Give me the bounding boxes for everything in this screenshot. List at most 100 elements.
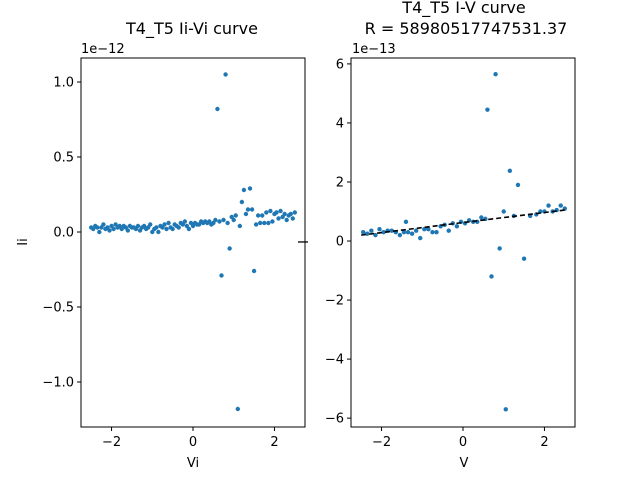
chart-i-v-data-point: [430, 229, 435, 235]
chart-ii-vi-y-tick-label: −0.5: [42, 301, 74, 316]
chart-ii-vi-data-point: [231, 217, 236, 223]
chart-i-v-data-point: [381, 229, 386, 235]
chart-i-v-data-point: [401, 229, 407, 235]
chart-i-v-data-point: [373, 232, 378, 238]
chart-i-v-data-point: [479, 215, 484, 220]
chart-ii-vi-data-point: [253, 222, 259, 227]
chart-ii-vi-data-point: [223, 72, 228, 77]
chart-ii-vi-data-point: [170, 226, 175, 232]
chart-i-v-data-point: [361, 229, 366, 235]
chart-i-v-x-axis-label: V: [460, 456, 469, 471]
chart-ii-vi-data-point: [290, 216, 295, 221]
chart-i-v-data-point: [546, 203, 551, 208]
chart-ii-vi-data-point: [239, 199, 245, 205]
chart-i-v: T4_T5 I-V curve R = 58980517747531.37 1e…: [297, 0, 576, 471]
chart-ii-vi-data-point: [258, 220, 263, 226]
chart-ii-vi-data-point: [213, 217, 218, 223]
chart-ii-vi-y-offset-label: 1e−12: [81, 42, 125, 57]
chart-i-v-data-point: [422, 227, 427, 232]
chart-ii-vi-y-tick-label: 0.5: [53, 151, 74, 166]
chart-i-v-title: T4_T5 I-V curve: [401, 0, 525, 18]
chart-i-v-data-point: [521, 256, 527, 261]
chart-ii-vi-data-point: [166, 220, 171, 226]
chart-ii-vi-x-tick-label: −2: [102, 435, 121, 450]
chart-ii-vi-data-point: [148, 222, 153, 227]
chart-ii-vi-data-point: [247, 186, 253, 191]
chart-i-v-fit-line: [361, 209, 565, 236]
chart-i-v-data-point: [485, 107, 490, 112]
chart-ii-vi-data-point: [249, 207, 255, 212]
chart-ii-vi: T4_T5 Ii-Vi curve 1e−12 −2 0 2 −1.0 −0.5 0.0 0…: [16, 19, 306, 471]
chart-i-v-data-point: [503, 407, 508, 412]
chart-ii-vi-y-tick-label: −1.0: [42, 376, 74, 391]
chart-ii-vi-data-point: [282, 211, 287, 217]
chart-i-v-x-tick-label: 0: [459, 435, 467, 450]
chart-ii-vi-data-point: [186, 226, 192, 232]
chart-i-v-data-point: [501, 209, 506, 214]
chart-ii-vi-data-point: [215, 106, 220, 112]
chart-i-v-data-point: [497, 246, 502, 251]
chart-i-v-data-point: [507, 168, 513, 173]
chart-i-v-y-tick-label: 0: [336, 235, 344, 250]
chart-i-v-data-point: [434, 229, 439, 235]
chart-i-v-ticks: −2 0 2 −6 −4 −2 0 2 4 6: [325, 57, 549, 450]
chart-ii-vi-x-tick-label: 0: [189, 435, 197, 450]
chart-i-v-data-point: [403, 219, 409, 225]
chart-i-v-y-offset-label: 1e−13: [352, 42, 396, 57]
chart-i-v-axes-frame: [350, 57, 576, 428]
chart-i-v-data-point: [418, 235, 423, 241]
chart-ii-vi-data-point: [288, 211, 293, 217]
chart-ii-vi-data-point: [97, 229, 102, 235]
chart-ii-vi-data-point: [111, 226, 116, 232]
chart-i-v-data-point: [454, 224, 460, 229]
chart-i-v-data-point: [446, 228, 451, 233]
chart-ii-vi-data-point: [221, 217, 226, 223]
chart-ii-vi-data-point: [164, 226, 169, 232]
chart-ii-vi-data-point: [233, 213, 238, 218]
chart-ii-vi-data-point: [125, 228, 131, 233]
chart-ii-vi-data-point: [245, 207, 251, 212]
chart-i-v-x-tick-label: −2: [372, 435, 391, 450]
chart-ii-vi-data-point: [219, 273, 224, 278]
chart-ii-vi-data-point: [274, 210, 279, 215]
chart-ii-vi-data-point: [268, 208, 273, 214]
chart-i-v-y-tick-label: 2: [336, 175, 344, 190]
chart-ii-vi-data-point: [262, 220, 267, 226]
chart-i-v-y-tick-label: −6: [325, 412, 344, 427]
chart-ii-vi-data-point: [264, 210, 269, 215]
chart-i-v-x-tick-label: 2: [540, 435, 548, 450]
chart-ii-vi-data-point: [217, 219, 222, 224]
chart-ii-vi-x-axis-label: Vi: [187, 456, 199, 471]
chart-ii-vi-data-point: [101, 222, 106, 227]
chart-ii-vi-data-point: [251, 268, 257, 274]
chart-ii-vi-ticks: −2 0 2 −1.0 −0.5 0.0 0.5 1.0: [42, 76, 278, 451]
chart-ii-vi-data-point: [237, 223, 243, 229]
chart-i-v-data-point: [515, 182, 521, 188]
chart-ii-vi-y-tick-label: 0.0: [53, 226, 74, 241]
chart-i-v-y-tick-label: −2: [325, 294, 344, 309]
chart-ii-vi-x-tick-label: 2: [270, 435, 278, 450]
chart-ii-vi-y-axis-label: Ii: [16, 238, 31, 245]
chart-ii-vi-data-point: [176, 225, 181, 230]
chart-i-v-data-point: [426, 227, 431, 232]
chart-ii-vi-data-point: [107, 228, 112, 233]
chart-i-v-data-point: [489, 274, 494, 279]
chart-i-v-data-point: [365, 231, 370, 236]
chart-ii-vi-title: T4_T5 Ii-Vi curve: [125, 19, 258, 39]
chart-i-v-y-tick-label: 6: [336, 57, 344, 72]
chart-ii-vi-y-tick-label: 1.0: [53, 76, 74, 91]
chart-ii-vi-data-point: [156, 229, 161, 235]
chart-i-v-plot-area: [361, 72, 568, 412]
chart-ii-vi-data-point: [278, 208, 283, 214]
chart-ii-vi-data-point: [260, 213, 265, 218]
chart-ii-vi-data-point: [270, 219, 275, 224]
chart-ii-vi-data-point: [276, 216, 281, 221]
chart-ii-vi-data-point: [135, 223, 141, 229]
chart-i-v-y-axis-label: I: [297, 240, 312, 244]
chart-i-v-data-point: [369, 228, 374, 233]
chart-i-v-data-point: [377, 227, 382, 232]
chart-ii-vi-data-point: [241, 187, 247, 193]
chart-ii-vi-data-point: [154, 225, 159, 230]
chart-i-v-y-tick-label: −4: [325, 353, 344, 368]
chart-ii-vi-data-point: [292, 210, 298, 215]
